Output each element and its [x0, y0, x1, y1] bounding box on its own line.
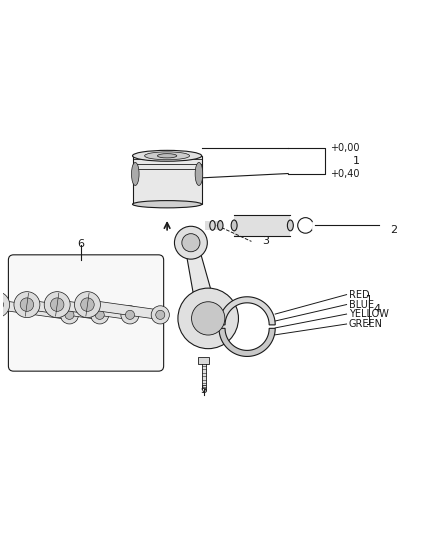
Text: BLUE: BLUE [349, 300, 374, 310]
Polygon shape [87, 300, 161, 320]
Bar [133, 156, 202, 204]
Text: 6: 6 [77, 239, 84, 249]
Circle shape [14, 292, 40, 318]
Text: GREEN: GREEN [349, 319, 383, 329]
Bar [234, 215, 290, 236]
Ellipse shape [157, 154, 177, 158]
Circle shape [0, 298, 4, 311]
Circle shape [121, 306, 139, 324]
Bar [198, 357, 209, 364]
Circle shape [20, 298, 34, 311]
Circle shape [91, 306, 109, 324]
Circle shape [60, 306, 78, 324]
Ellipse shape [210, 221, 215, 230]
Ellipse shape [133, 150, 202, 161]
Ellipse shape [138, 157, 148, 184]
Text: +0,00: +0,00 [330, 143, 360, 152]
Text: 5: 5 [200, 385, 207, 395]
Polygon shape [219, 328, 275, 357]
Text: RED: RED [349, 289, 369, 300]
Circle shape [0, 292, 10, 318]
Text: 3: 3 [262, 237, 269, 246]
Ellipse shape [231, 220, 237, 231]
Polygon shape [219, 297, 275, 325]
Text: +0,40: +0,40 [330, 168, 360, 179]
FancyBboxPatch shape [8, 255, 164, 371]
Ellipse shape [187, 157, 196, 184]
Polygon shape [26, 300, 100, 320]
Circle shape [178, 288, 238, 349]
Text: YELLOW: YELLOW [349, 309, 389, 319]
Ellipse shape [133, 200, 202, 208]
Circle shape [65, 310, 74, 319]
Polygon shape [57, 300, 131, 320]
Circle shape [44, 292, 70, 318]
Circle shape [191, 302, 225, 335]
Ellipse shape [195, 163, 203, 185]
Polygon shape [184, 241, 218, 321]
Polygon shape [0, 300, 70, 320]
Circle shape [81, 298, 94, 311]
Bar [205, 221, 220, 230]
Circle shape [156, 310, 165, 319]
Ellipse shape [131, 163, 139, 185]
Circle shape [50, 298, 64, 311]
Circle shape [125, 310, 134, 319]
Ellipse shape [145, 152, 190, 160]
Circle shape [95, 310, 104, 319]
Circle shape [74, 292, 100, 318]
Ellipse shape [287, 220, 293, 231]
Circle shape [174, 227, 207, 259]
Ellipse shape [218, 221, 223, 230]
Circle shape [151, 306, 170, 324]
Text: 2: 2 [390, 225, 397, 235]
Circle shape [182, 233, 200, 252]
Text: 4: 4 [374, 304, 381, 314]
Text: 1: 1 [353, 156, 360, 166]
Bar [202, 364, 206, 389]
